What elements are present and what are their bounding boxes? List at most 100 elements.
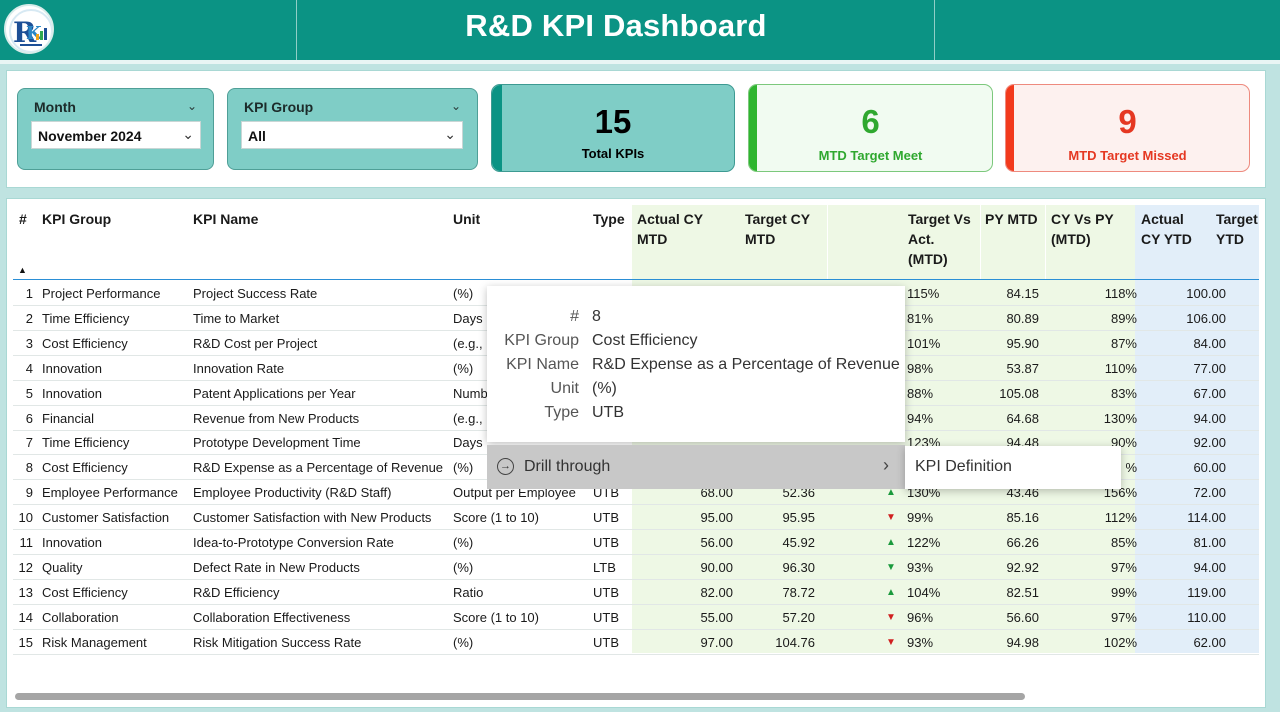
table-row[interactable]: 15 Risk Management Risk Mitigation Success…	[13, 630, 1259, 655]
cell-tgt: 78.72	[782, 584, 815, 600]
horizontal-scrollbar[interactable]	[15, 693, 1025, 700]
column-header[interactable]: Unit	[453, 209, 480, 229]
cell-ytd: 67.00	[1193, 385, 1226, 401]
sort-ascending-icon[interactable]: ▲	[18, 265, 27, 275]
kpi-group-slicer-label: KPI Group	[244, 99, 314, 115]
cell-cvp: 130%	[1103, 410, 1137, 426]
cell-ytd: 92.00	[1193, 435, 1226, 451]
cell-n: 15	[18, 634, 33, 650]
cell-group: Innovation	[42, 385, 102, 401]
table-row[interactable]: 11 Innovation Idea-to-Prototype Conversion…	[13, 530, 1259, 555]
down-arrow-icon: ▼	[886, 636, 896, 648]
table-row[interactable]: 13 Cost Efficiency R&D Efficiency Ratio UTB 8…	[13, 580, 1259, 605]
cell-py: 64.68	[1006, 410, 1039, 426]
month-slicer-label: Month	[34, 99, 76, 115]
cell-tva: 104%	[907, 584, 941, 600]
cell-ytd: 77.00	[1193, 360, 1226, 376]
drill-through-menu-item[interactable]: → Drill through ›	[487, 445, 905, 489]
rk-logo-icon: R K	[4, 4, 54, 54]
column-header[interactable]: CY Vs PY (MTD)	[1051, 209, 1114, 249]
table-row[interactable]: 14 Collaboration Collaboration Effectivene…	[13, 605, 1259, 630]
down-arrow-icon: ▼	[886, 611, 896, 623]
header-bar: R K R&D KPI Dashboard	[0, 0, 1280, 60]
header-divider	[296, 0, 297, 60]
cell-cvp: 102%	[1103, 634, 1137, 650]
cell-type: UTB	[593, 609, 619, 625]
cell-n: 7	[25, 435, 33, 451]
cell-ytd: 72.00	[1193, 485, 1226, 501]
column-header[interactable]: Actual CY YTD	[1141, 209, 1192, 249]
column-header[interactable]: Target YTD	[1216, 209, 1258, 249]
cell-ytd: 84.00	[1193, 335, 1226, 351]
mtd-target-meet-label: MTD Target Meet	[818, 148, 923, 163]
page-title: R&D KPI Dashboard	[465, 8, 767, 43]
cell-group: Innovation	[42, 360, 102, 376]
column-header[interactable]: PY MTD	[985, 209, 1038, 229]
month-dropdown[interactable]: November 2024 ⌄	[31, 121, 201, 149]
cell-act: 95.00	[700, 510, 733, 526]
up-arrow-icon: ▲	[886, 537, 896, 548]
cell-py: 53.87	[1006, 360, 1039, 376]
column-header[interactable]: Actual CY MTD	[637, 209, 703, 249]
cell-ytd: 94.00	[1193, 410, 1226, 426]
header-underline	[0, 60, 1280, 64]
column-header-text: Target CY	[745, 211, 811, 227]
cell-n: 8	[25, 460, 33, 476]
cell-tva: 81%	[907, 310, 934, 326]
cell-n: 13	[18, 584, 33, 600]
cell-unit: Days	[453, 310, 483, 326]
cell-group: Innovation	[42, 535, 102, 550]
total-kpis-label: Total KPIs	[581, 146, 645, 161]
column-header[interactable]: Target Vs Act. (MTD)	[908, 209, 971, 269]
cell-tva: 122%	[907, 535, 941, 550]
cell-n: 14	[18, 609, 33, 625]
column-header[interactable]: KPI Name	[193, 209, 258, 229]
row-tooltip: #8 KPI Group Cost Efficiency KPI Name R&D Ex…	[487, 286, 905, 442]
tooltip-key: KPI Name	[506, 356, 579, 373]
table-row[interactable]: 12 Quality Defect Rate in New Products (%) L…	[13, 555, 1259, 580]
cell-ytd: 106.00	[1186, 310, 1226, 326]
cell-tva: 93%	[907, 634, 934, 650]
cell-unit: (e.g.,	[453, 335, 483, 351]
down-arrow-icon: ▼	[886, 561, 896, 573]
cell-py: 56.60	[1006, 609, 1039, 625]
kpi-definition-menu-item[interactable]: KPI Definition	[905, 446, 1121, 489]
tooltip-value: R&D Expense as a Percentage of Revenue	[592, 356, 900, 373]
chevron-down-icon[interactable]: ⌄	[450, 99, 461, 113]
cell-n: 1	[25, 286, 33, 301]
cell-py: 80.89	[1006, 310, 1039, 326]
cell-unit: (%)	[453, 286, 474, 301]
cell-group: Time Efficiency	[42, 435, 130, 451]
chevron-down-icon[interactable]: ⌄	[444, 126, 456, 142]
column-header[interactable]: KPI Group	[42, 209, 111, 229]
cell-type: LTB	[593, 559, 616, 575]
chevron-down-icon[interactable]: ⌄	[182, 126, 194, 142]
cell-name: Risk Mitigation Success Rate	[193, 634, 362, 650]
kpi-group-dropdown[interactable]: All ⌄	[241, 121, 463, 149]
header-underline	[13, 279, 1259, 280]
cell-ytd: 60.00	[1193, 460, 1226, 476]
cell-ytd: 81.00	[1193, 535, 1226, 550]
card-accent	[1006, 85, 1014, 171]
cell-name: R&D Expense as a Percentage of Revenue	[193, 460, 444, 476]
cell-n: 6	[25, 410, 33, 426]
table-row[interactable]: 6 Financial Revenue from New Products (e.g.…	[13, 406, 1259, 431]
cell-act: 56.00	[700, 535, 733, 550]
chevron-down-icon[interactable]: ⌄	[186, 99, 197, 113]
column-header-text: (MTD)	[1051, 231, 1091, 247]
column-header[interactable]: #	[19, 209, 27, 229]
column-header[interactable]: Target CY MTD	[745, 209, 810, 249]
table-row[interactable]: 10 Customer Satisfaction Customer Satisfac…	[13, 505, 1259, 531]
cell-tgt: 57.20	[782, 609, 815, 625]
column-header-text: CY Vs PY	[1051, 211, 1114, 227]
cell-cvp: %	[1125, 460, 1137, 476]
cell-name: Idea-to-Prototype Conversion Rate	[193, 535, 394, 550]
cell-py: 84.15	[1006, 286, 1039, 301]
cell-tgt: 95.95	[782, 510, 815, 526]
cell-ytd: 100.00	[1186, 286, 1226, 301]
cell-py: 82.51	[1006, 584, 1039, 600]
svg-text:R: R	[13, 16, 37, 49]
cell-name: Time to Market	[193, 310, 280, 326]
month-slicer: Month ⌄ November 2024 ⌄	[17, 88, 214, 170]
column-header[interactable]: Type	[593, 209, 625, 229]
